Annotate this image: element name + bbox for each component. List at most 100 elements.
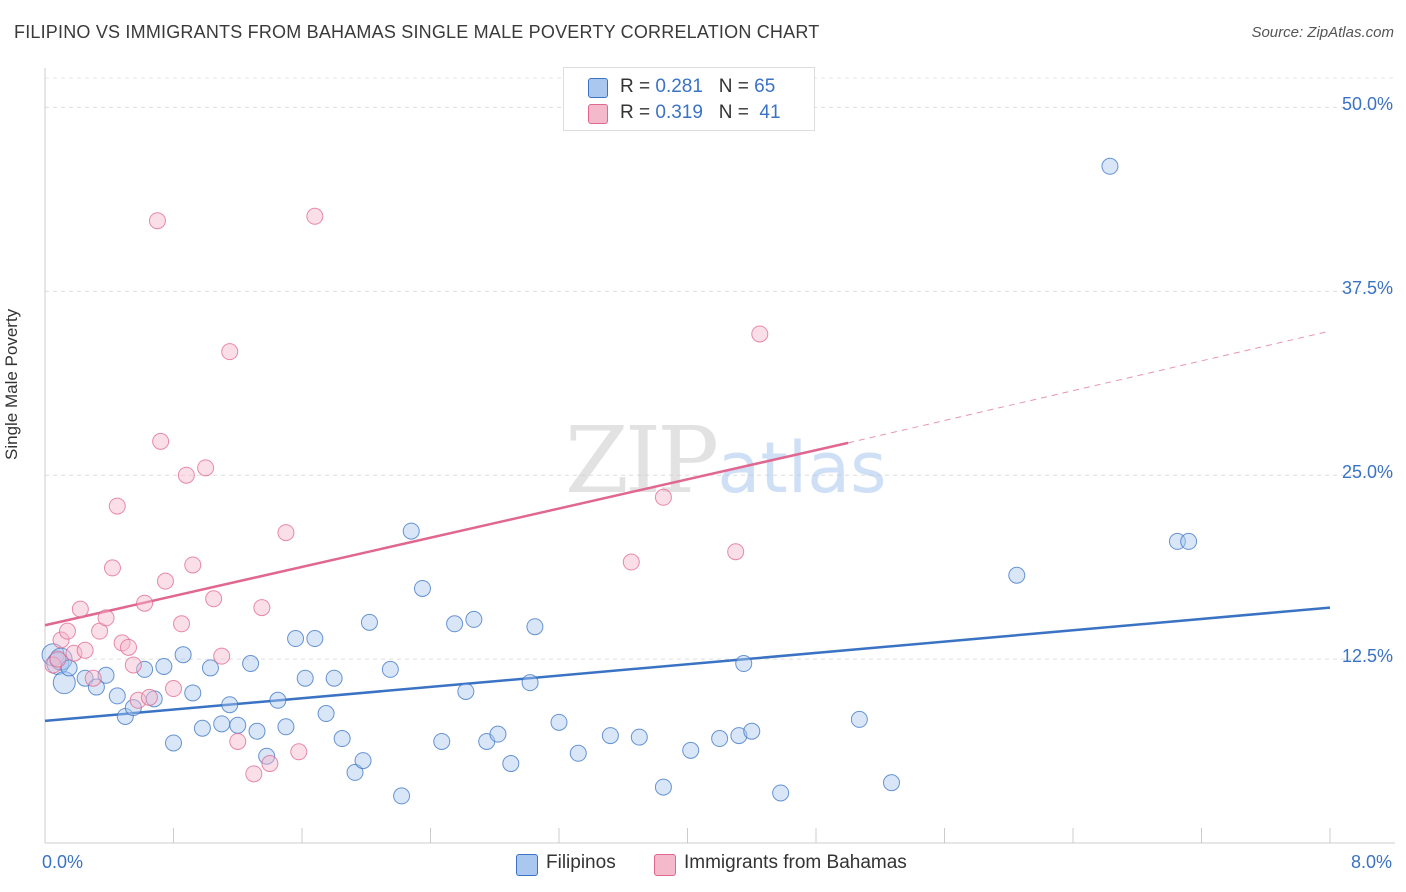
y-axis-label: Single Male Poverty xyxy=(2,308,21,460)
point-filipinos xyxy=(402,522,420,540)
y-tick-label: 50.0% xyxy=(1341,94,1393,115)
point-filipinos xyxy=(772,784,790,802)
point-filipinos xyxy=(87,678,105,696)
point-filipinos xyxy=(46,652,70,676)
point-bahamas xyxy=(654,488,672,506)
point-bahamas xyxy=(277,524,295,542)
point-filipinos xyxy=(381,660,399,678)
point-bahamas xyxy=(184,556,202,574)
trend-line-bahamas-extension xyxy=(848,330,1331,444)
point-filipinos xyxy=(1180,532,1198,550)
scatter-points xyxy=(41,157,1198,805)
point-bahamas xyxy=(261,755,279,773)
legend-text-filipinos: R = 0.281 N = 65 xyxy=(620,76,775,98)
point-bahamas xyxy=(76,641,94,659)
point-filipinos xyxy=(184,684,202,702)
grid-lines xyxy=(45,77,1395,660)
legend-n-label: N = xyxy=(718,76,755,97)
point-filipinos xyxy=(730,727,748,745)
x-tick-label-max: 8.0% xyxy=(1351,852,1393,872)
point-filipinos xyxy=(306,630,324,648)
point-bahamas xyxy=(140,688,158,706)
point-filipinos xyxy=(242,655,260,673)
point-bahamas xyxy=(213,647,231,665)
point-bahamas xyxy=(124,656,142,674)
bottom-legend-swatch-pink xyxy=(654,854,676,876)
point-filipinos xyxy=(287,630,305,648)
legend: R = 0.281 N = 65 R = 0.319 N = 41 xyxy=(563,67,815,131)
point-filipinos xyxy=(193,719,211,737)
legend-n-value: 41 xyxy=(759,102,781,123)
trend-line-bahamas xyxy=(44,441,849,627)
point-bahamas xyxy=(245,765,263,783)
point-filipinos xyxy=(325,669,343,687)
point-filipinos xyxy=(882,774,900,792)
point-bahamas xyxy=(727,543,745,561)
point-bahamas xyxy=(108,497,126,515)
point-filipinos xyxy=(346,763,364,781)
legend-n-label: N = xyxy=(718,102,755,123)
legend-r-label: R = xyxy=(620,76,656,97)
point-filipinos xyxy=(502,755,520,773)
point-bahamas xyxy=(173,615,191,633)
point-filipinos xyxy=(1101,157,1119,175)
point-filipinos xyxy=(52,671,76,695)
point-filipinos xyxy=(333,730,351,748)
point-bahamas xyxy=(152,432,170,450)
x-tick-label-min: 0.0% xyxy=(42,852,84,872)
legend-swatch-pink xyxy=(588,104,608,124)
point-filipinos xyxy=(446,615,464,633)
chart-title: FILIPINO VS IMMIGRANTS FROM BAHAMAS SING… xyxy=(14,22,820,42)
point-bahamas xyxy=(197,459,215,477)
chart-source: Source: ZipAtlas.com xyxy=(1251,24,1394,41)
point-filipinos xyxy=(155,657,173,675)
point-filipinos xyxy=(317,705,335,723)
bottom-legend-swatch-blue xyxy=(516,854,538,876)
point-filipinos xyxy=(465,610,483,628)
legend-swatch-blue xyxy=(588,78,608,98)
point-filipinos xyxy=(136,660,154,678)
point-bahamas xyxy=(290,743,308,761)
point-bahamas xyxy=(205,590,223,608)
point-filipinos xyxy=(457,682,475,700)
legend-text-bahamas: R = 0.319 N = 41 xyxy=(620,102,781,124)
point-filipinos xyxy=(526,618,544,636)
bottom-legend-label-filipinos: Filipinos xyxy=(546,852,616,873)
point-filipinos xyxy=(97,666,115,684)
point-bahamas xyxy=(148,212,166,230)
point-filipinos xyxy=(108,687,126,705)
point-filipinos xyxy=(735,655,753,673)
point-bahamas xyxy=(177,466,195,484)
point-filipinos xyxy=(229,716,247,734)
point-filipinos xyxy=(682,741,700,759)
point-bahamas xyxy=(65,644,83,662)
point-filipinos xyxy=(569,744,587,762)
point-filipinos xyxy=(393,787,411,805)
point-filipinos xyxy=(354,752,372,770)
axes xyxy=(44,68,1395,844)
point-filipinos xyxy=(601,727,619,745)
point-filipinos xyxy=(201,659,219,677)
point-filipinos xyxy=(850,710,868,728)
point-filipinos xyxy=(213,715,231,733)
point-bahamas xyxy=(253,599,271,617)
point-filipinos xyxy=(743,722,761,740)
point-filipinos xyxy=(174,646,192,664)
point-bahamas xyxy=(221,343,239,361)
point-filipinos xyxy=(1008,566,1026,584)
legend-n-value: 65 xyxy=(754,76,776,97)
legend-r-value: 0.281 xyxy=(655,76,703,97)
point-bahamas xyxy=(136,594,154,612)
y-tick-label: 12.5% xyxy=(1341,646,1393,667)
point-bahamas xyxy=(156,572,174,590)
point-filipinos xyxy=(630,728,648,746)
point-filipinos xyxy=(433,732,451,750)
trend-line-filipinos xyxy=(44,606,1331,723)
trend-lines xyxy=(44,330,1331,723)
point-filipinos xyxy=(248,722,266,740)
watermark-atlas: atlas xyxy=(717,427,886,509)
legend-r-label: R = xyxy=(620,102,656,123)
point-bahamas xyxy=(52,631,70,649)
point-bahamas xyxy=(165,680,182,698)
